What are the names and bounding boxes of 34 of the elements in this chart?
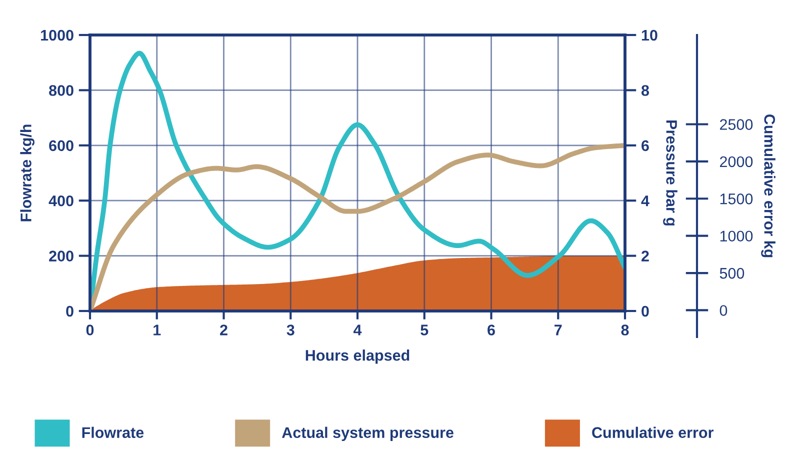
legend-label: Cumulative error: [592, 426, 714, 438]
y-tick-label: 0: [66, 306, 74, 317]
y3-tick-label: 2000: [720, 156, 753, 168]
y3-tick-label: 1000: [720, 230, 753, 242]
y2-axis-title: Pressure bar g: [663, 120, 678, 226]
y2-tick-label: 8: [641, 85, 649, 96]
x-tick-label: 8: [621, 324, 629, 336]
y3-axis-title: Cumulative error kg: [761, 114, 776, 258]
y-tick-label: 200: [49, 250, 74, 262]
y3-tick-label: 1500: [720, 194, 753, 204]
y2-tick-label: 4: [641, 196, 650, 206]
y-tick-label: 800: [49, 85, 74, 96]
legend-label: Actual system pressure: [282, 426, 454, 442]
x-tick-label: 0: [86, 324, 94, 336]
y3-tick-label: 500: [720, 268, 744, 279]
y2-tick-label: 2: [642, 250, 649, 262]
x-tick-label: 2: [220, 324, 228, 336]
y-tick-label: 1000: [41, 30, 74, 41]
y-tick-label: 400: [48, 195, 74, 206]
x-tick-label: 5: [420, 324, 428, 336]
legend-label: Flowrate: [82, 426, 144, 438]
y3-tick-label: 0: [720, 305, 728, 316]
x-tick-label: 6: [488, 324, 495, 336]
x-tick-label: 1: [154, 324, 161, 336]
y2-tick-label: 0: [642, 306, 649, 317]
y2-tick-label: 10: [642, 30, 658, 41]
x-tick-label: 3: [286, 324, 294, 336]
x-axis-title: Hours elapsed: [306, 350, 410, 364]
y3-tick-label: 2500: [720, 119, 753, 130]
x-tick-label: 4: [353, 324, 362, 336]
y-axis-title: Flowrate kg/h: [20, 124, 34, 222]
y2-tick-label: 6: [642, 140, 649, 152]
y-tick-label: 600: [49, 140, 74, 152]
x-tick-label: 7: [554, 324, 562, 336]
